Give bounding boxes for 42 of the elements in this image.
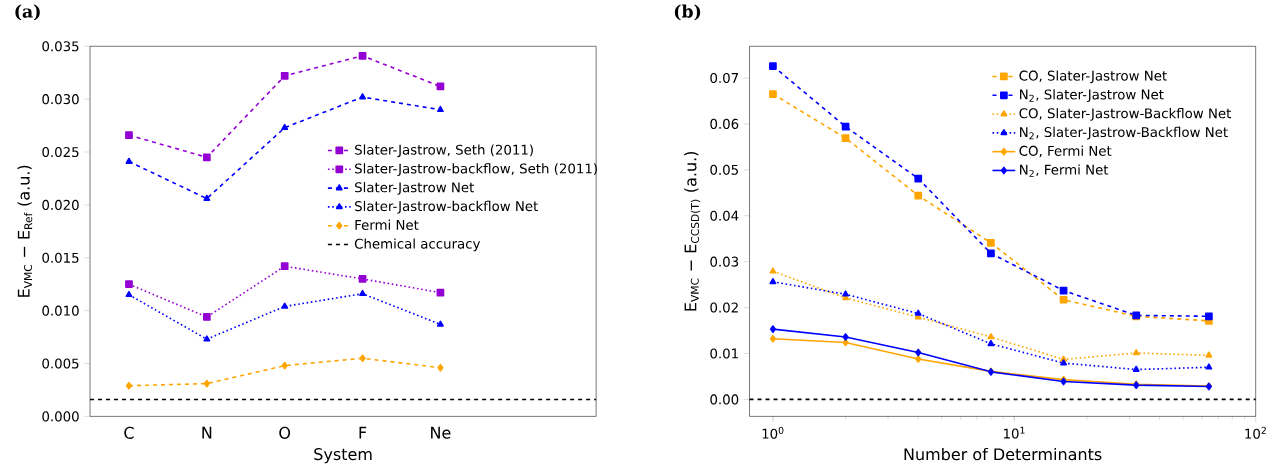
y-tick-label: 0.07 — [710, 73, 738, 84]
x-tick-label: 10$^{2}$ — [1245, 426, 1266, 439]
legend-label: CO, Fermi Net — [1019, 145, 1112, 158]
legend-label: Fermi Net — [355, 219, 419, 231]
x-axis-title: Number of Determinants — [904, 448, 1102, 461]
y-tick-label: 0.035 — [42, 41, 79, 52]
legend-label: CO, Slater-Jastrow Net — [1019, 70, 1167, 84]
x-tick-label: C — [124, 426, 134, 440]
legend-label: N$_{2}$, Slater-Jastrow Net — [1020, 89, 1164, 103]
x-tick-label: 10$^{0}$ — [762, 426, 784, 439]
x-axis-title: System — [314, 448, 372, 464]
legend-label: Slater-Jastrow-backflow Net — [355, 200, 538, 214]
x-tick-label: N — [202, 426, 212, 439]
legend-label: N$_{2}$, Fermi Net — [1020, 164, 1109, 178]
y-tick-label: 0.02 — [710, 302, 738, 313]
x-tick-label: O — [279, 426, 291, 440]
y-tick-label: 0.030 — [42, 94, 79, 105]
chart-title: (a) — [15, 4, 40, 21]
legend-label: Chemical accuracy — [354, 238, 481, 252]
y-axis-title: E$_{VMC}$ − E$_{CCSD(T)}$ (a.u.) — [684, 152, 701, 311]
y-tick-label: 0.01 — [710, 348, 738, 359]
x-tick-label: Ne — [431, 426, 451, 439]
y-tick-label: 0.025 — [42, 147, 79, 158]
y-tick-label: 0.000 — [42, 411, 79, 422]
legend-label: Slater-Jastrow, Seth (2011) — [355, 144, 533, 158]
y-tick-label: 0.05 — [710, 164, 738, 175]
y-tick-label: 0.04 — [710, 210, 739, 221]
y-tick-label: 0.015 — [42, 252, 79, 263]
y-tick-label: 0.00 — [710, 394, 739, 405]
y-tick-label: 0.06 — [710, 118, 739, 130]
y-tick-label: 0.010 — [42, 305, 79, 316]
legend-label: N$_{2}$, Slater-Jastrow-Backflow Net — [1020, 126, 1228, 140]
y-tick-label: 0.005 — [42, 358, 79, 369]
legend-label: Slater-Jastrow Net — [355, 182, 474, 195]
y-tick-label: 0.03 — [710, 256, 739, 267]
legend-label: CO, Slater-Jastrow-Backflow Net — [1019, 108, 1232, 121]
chart-title: (b) — [674, 4, 701, 21]
x-tick-label: F — [359, 426, 367, 439]
legend-label: Slater-Jastrow-backflow, Seth (2011) — [355, 163, 597, 177]
x-tick-label: 10$^{1}$ — [1003, 426, 1025, 439]
y-tick-label: 0.020 — [42, 199, 79, 211]
y-axis-title: E$_{VMC}$ − E$_{Ref}$ (a.u.) — [17, 165, 33, 297]
